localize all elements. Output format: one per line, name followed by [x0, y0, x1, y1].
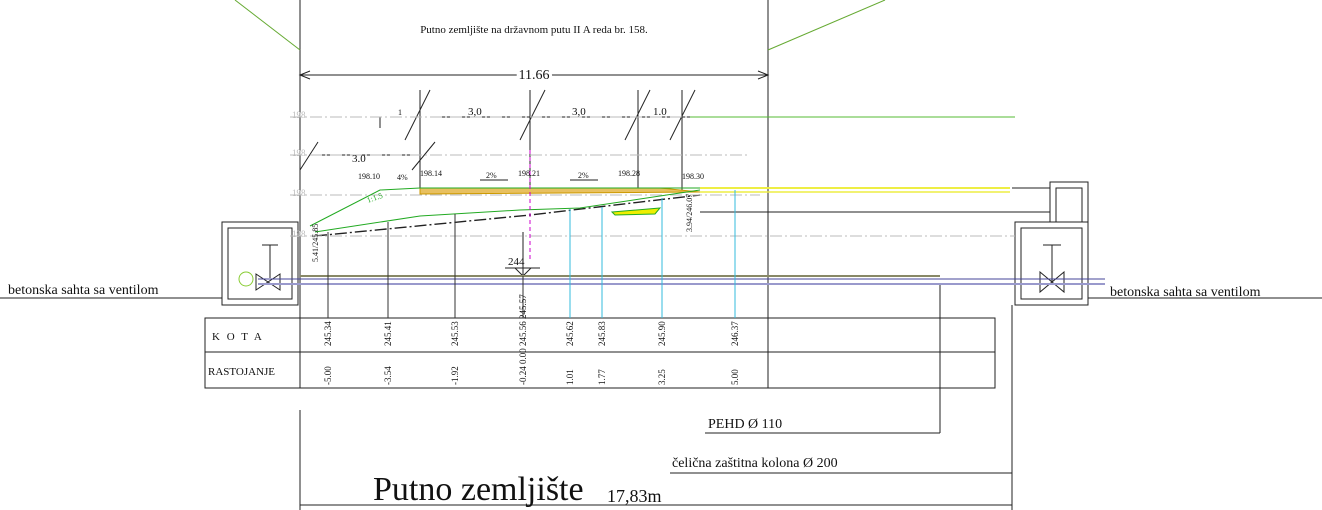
dimension: 11.66	[519, 68, 550, 83]
table-cell: 245.62	[565, 321, 575, 346]
road-pct: 2%	[486, 171, 497, 180]
table-cell: 5.00	[730, 369, 740, 385]
table-cell: 1.77	[597, 369, 607, 385]
level: 198	[292, 188, 306, 198]
level: 198	[292, 229, 306, 239]
table-cell: 246.37	[730, 321, 740, 346]
level: 198	[292, 148, 306, 158]
road-level: 198.21	[518, 169, 540, 178]
pipe-label: PEHD Ø 110	[708, 417, 782, 432]
layers	[234, 0, 1105, 318]
row-label: RASTOJANJE	[208, 366, 275, 378]
table-cell: 245.53	[450, 321, 460, 346]
slope-ratio: 1:1.5	[366, 191, 384, 205]
table-cell: 245.41	[383, 321, 393, 346]
shaft-label: betonska sahta sa ventilom	[8, 283, 159, 298]
slope-label: 3.0	[352, 153, 366, 165]
side-label: 5.41/245.85	[311, 224, 320, 262]
road-level: 198.28	[618, 169, 640, 178]
row-label: K O T A	[212, 331, 264, 343]
slope-label: 3,0	[572, 106, 586, 118]
table-cell: 245.83	[597, 321, 607, 346]
road-level: 198.10	[358, 172, 380, 181]
road-level: 198.14	[420, 169, 442, 178]
table-values: 245.34 245.41 245.53 245.56 245.57 245.62 245…	[323, 294, 740, 385]
table-cell: 245.56 245.57	[518, 294, 528, 346]
road-pct: 4%	[397, 173, 408, 182]
table-cell: 245.90	[657, 321, 667, 346]
depth: 244	[508, 256, 525, 268]
slope-label: 3,0	[468, 106, 482, 118]
dim-bg: 11.66	[519, 68, 550, 83]
table-cell: -0.24 0.00	[518, 348, 528, 385]
title: Putno zemljište na državnom putu II A re…	[420, 24, 648, 36]
road-level: 198.30	[682, 172, 704, 181]
table-cell: 245.34	[323, 321, 333, 346]
footer-length: 17,83m	[607, 486, 662, 506]
table-cell: -3.54	[383, 366, 393, 385]
table-cell: -1.92	[450, 366, 460, 385]
road-pct: 2%	[578, 171, 589, 180]
side-label: 3.94/246.07	[685, 194, 694, 232]
shaft-label: betonska sahta sa ventilom	[1110, 285, 1261, 300]
table-cell: -5.00	[323, 366, 333, 385]
table-cell: 3.25	[657, 369, 667, 385]
table-cell: 1.01	[565, 369, 575, 385]
slope-label: 1.0	[653, 106, 667, 118]
footer-label: Putno zemljište	[373, 471, 584, 508]
pipe-label: čelična zaštitna kolona Ø 200	[672, 456, 838, 471]
slope-label: 1	[398, 108, 402, 117]
level: 198	[292, 110, 306, 120]
